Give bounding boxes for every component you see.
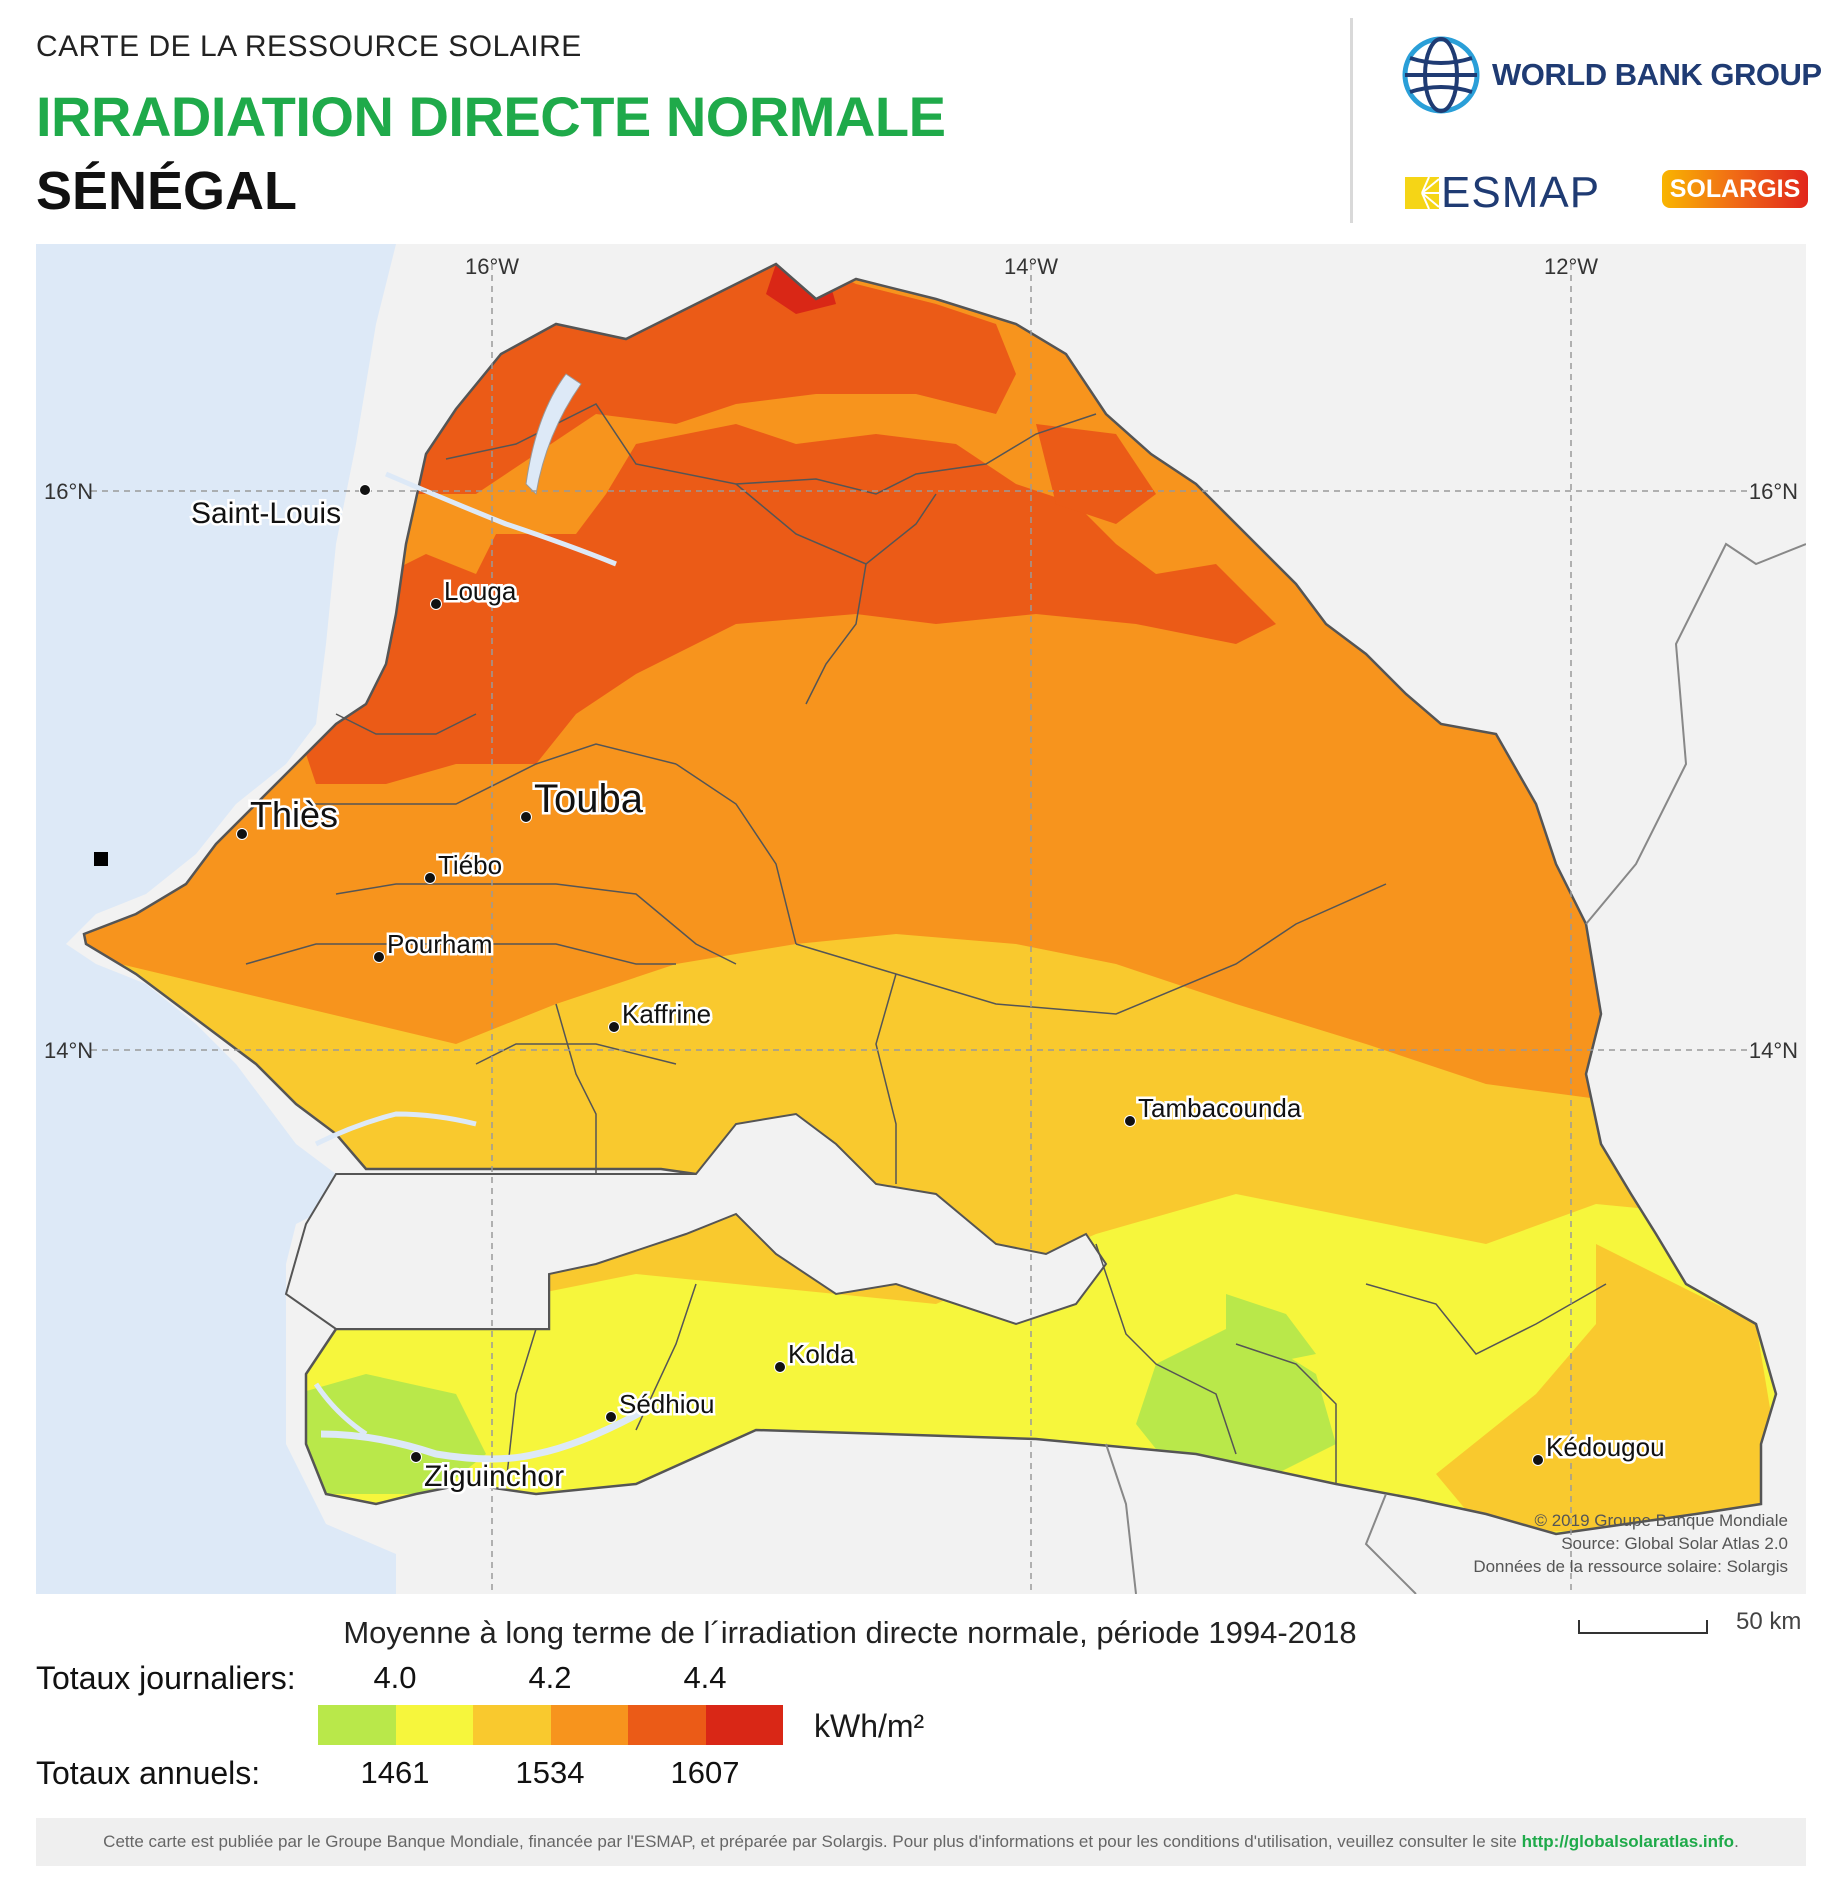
footer-link[interactable]: http://globalsolaratlas.info [1521, 1832, 1735, 1851]
place-dot [424, 872, 436, 884]
credit-line: © 2019 Groupe Banque Mondiale [1534, 1511, 1788, 1530]
map-title: IRRADIATION DIRECTE NORMALE [36, 85, 946, 148]
solargis-logo: SOLARGIS [1662, 170, 1808, 208]
graticule-labels: 16°W 14°W 12°W 16°N 16°N 14°N 14°N [44, 254, 1798, 1063]
scale-bar [1578, 1620, 1708, 1634]
sun-burst-icon [1405, 176, 1439, 210]
legend-color-bar [318, 1705, 783, 1745]
esmap-logo: ESMAP [1405, 168, 1600, 218]
place-label: Sédhiou [619, 1389, 714, 1419]
neighbour-borders [1105, 542, 1806, 1594]
legend-swatch [550, 1705, 628, 1745]
place-label: Saint-Louis [191, 497, 341, 530]
place-dot [359, 484, 371, 496]
place-label: Kédougou [1546, 1432, 1665, 1462]
legend-swatch [395, 1705, 473, 1745]
place-label: Touba [534, 777, 644, 821]
lat-label: 14°N [1749, 1038, 1798, 1063]
place-dot [430, 598, 442, 610]
scale-label: 50 km [1736, 1608, 1802, 1635]
footer-text: Cette carte est publiée par le Groupe Ba… [103, 1832, 1522, 1851]
annual-tick: 1607 [670, 1755, 740, 1790]
place-dot [774, 1361, 786, 1373]
footer-note: Cette carte est publiée par le Groupe Ba… [36, 1818, 1806, 1866]
footer-end: . [1734, 1832, 1739, 1851]
world-bank-name: WORLD BANK GROUP [1492, 57, 1822, 92]
place-label: Tambacounda [1138, 1093, 1302, 1123]
region-borders [245, 403, 1607, 1485]
daily-tick: 4.4 [683, 1660, 727, 1695]
place-dot [520, 811, 532, 823]
globe-icon [1402, 36, 1480, 114]
place-dot [605, 1411, 617, 1423]
place-dot [608, 1021, 620, 1033]
map-kicker: CARTE DE LA RESSOURCE SOLAIRE [36, 30, 582, 63]
daily-totals-label: Totaux journaliers: [36, 1660, 296, 1696]
place-label: Ziguinchor [424, 1460, 564, 1493]
place-dot [1124, 1115, 1136, 1127]
place-dot [373, 951, 385, 963]
capital-marker [94, 852, 108, 866]
daily-tick: 4.0 [373, 1660, 417, 1695]
lon-label: 14°W [1004, 254, 1058, 279]
annual-tick: 1534 [515, 1755, 585, 1790]
daily-tick: 4.2 [528, 1660, 572, 1695]
annual-totals-label: Totaux annuels: [36, 1755, 261, 1791]
place-label: Pourham [387, 929, 493, 959]
place-label: Thiès [250, 794, 338, 835]
gambia [284, 1112, 1108, 1330]
map-credits: © 2019 Groupe Banque Mondiale Source: Gl… [1473, 1511, 1788, 1576]
lat-label: 16°N [44, 479, 93, 504]
lon-label: 12°W [1544, 254, 1598, 279]
legend-unit: kWh/m² [814, 1708, 925, 1744]
place-labels: Saint-Louis Louga Thiès Touba Tiébo Pour… [189, 484, 1667, 1496]
credit-line: Source: Global Solar Atlas 2.0 [1561, 1534, 1788, 1553]
legend-swatch [473, 1705, 551, 1745]
place-dot [1532, 1454, 1544, 1466]
legend-swatch [628, 1705, 706, 1745]
legend-swatch [705, 1705, 783, 1745]
place-dot [236, 828, 248, 840]
place-label: Louga [444, 576, 517, 606]
lat-label: 14°N [44, 1038, 93, 1063]
place-label: Kaffrine [622, 999, 711, 1029]
lon-label: 16°W [465, 254, 519, 279]
place-label: Kolda [788, 1339, 855, 1369]
atlantic-ocean [36, 244, 396, 1594]
annual-tick: 1461 [360, 1755, 430, 1790]
world-bank-logo: WORLD BANK GROUP [1400, 34, 1822, 116]
header-divider [1350, 18, 1353, 223]
dni-map: 16°W 14°W 12°W 16°N 16°N 14°N 14°N Saint… [36, 244, 1806, 1594]
esmap-name: ESMAP [1441, 168, 1601, 217]
rivers [313, 373, 658, 1463]
legend-title: Moyenne à long terme de l´irradiation di… [343, 1615, 1357, 1650]
legend-swatch [318, 1705, 396, 1745]
country-name: SÉNÉGAL [36, 161, 298, 221]
credit-line: Données de la ressource solaire: Solargi… [1473, 1557, 1788, 1576]
place-label: Tiébo [438, 850, 502, 880]
lat-label: 16°N [1749, 479, 1798, 504]
place-dot [410, 1451, 422, 1463]
